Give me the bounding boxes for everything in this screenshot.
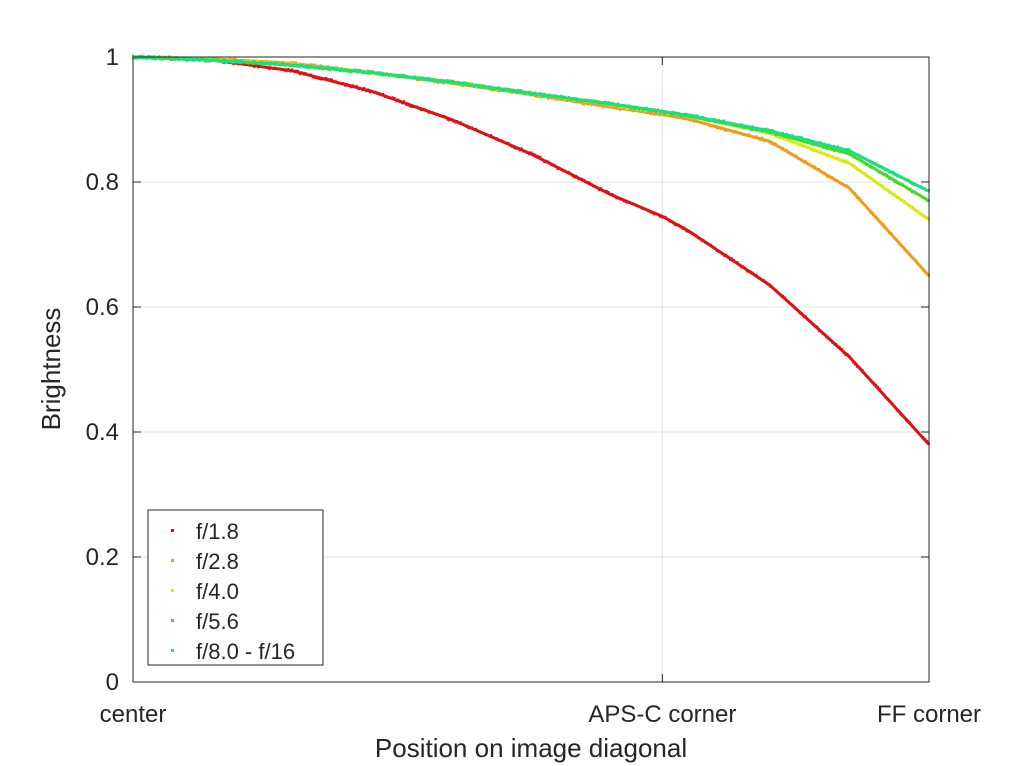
y-tick-label: 0.6	[86, 294, 119, 321]
legend-marker	[171, 529, 174, 532]
legend-label: f/2.8	[196, 549, 239, 574]
axis-ticks	[132, 56, 930, 683]
y-tick-label: 1	[106, 44, 119, 71]
y-tick-labels: 0 0.2 0.4 0.6 0.8 1	[86, 44, 119, 696]
y-tick-label: 0.4	[86, 419, 119, 446]
series-points	[132, 54, 930, 193]
legend-marker	[171, 619, 174, 622]
x-tick-label: APS-C corner	[588, 701, 736, 728]
y-tick-label: 0.8	[86, 169, 119, 196]
x-tick-labels: center APS-C corner FF corner	[100, 701, 981, 728]
series-f-8-0-f-16	[132, 54, 930, 193]
legend-marker	[171, 559, 174, 562]
legend-label: f/1.8	[196, 519, 239, 544]
y-axis-title: Brightness	[36, 308, 66, 431]
legend-label: f/5.6	[196, 609, 239, 634]
y-tick-label: 0.2	[86, 544, 119, 571]
x-tick-label: FF corner	[877, 701, 981, 728]
y-tick-label: 0	[106, 669, 119, 696]
legend-label: f/4.0	[196, 579, 239, 604]
x-tick-label: center	[100, 701, 167, 728]
legend-box	[147, 509, 324, 666]
plot-frame	[132, 56, 930, 683]
data-series	[132, 54, 931, 446]
legend: f/1.8 f/2.8 f/4.0 f/5.6 f/8.0 - f/16	[147, 509, 324, 666]
legend-marker	[171, 589, 174, 592]
x-axis-title: Position on image diagonal	[375, 733, 687, 763]
legend-label: f/8.0 - f/16	[196, 639, 295, 664]
legend-marker	[171, 649, 174, 652]
